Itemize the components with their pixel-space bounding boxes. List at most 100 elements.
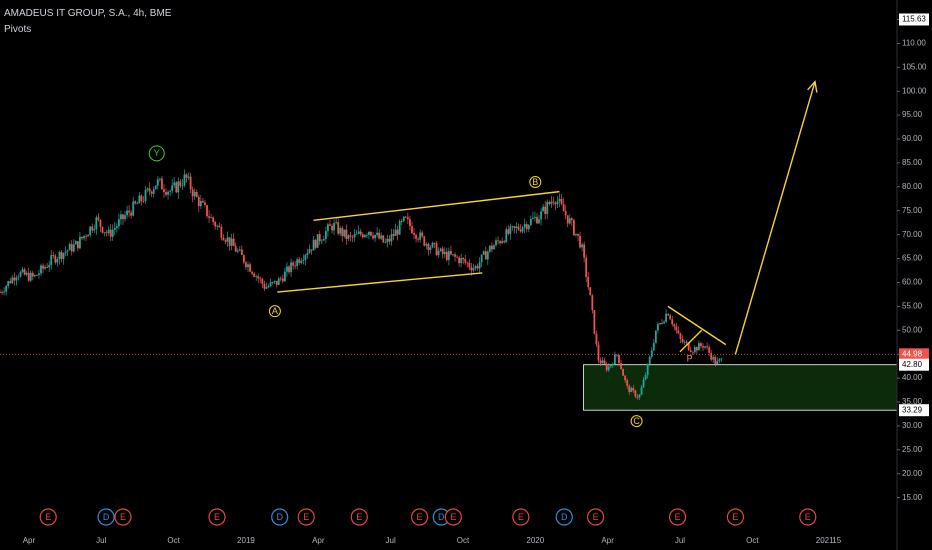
candle-body — [390, 234, 393, 242]
candle-body — [499, 241, 502, 244]
candle-body — [48, 264, 51, 268]
candle-body — [165, 191, 167, 195]
earnings-event-marker — [799, 508, 817, 526]
candle-body — [575, 233, 577, 236]
candle-body — [505, 229, 508, 243]
candle-body — [458, 257, 461, 264]
candle-body — [218, 225, 221, 228]
candle-body — [525, 224, 528, 230]
candle-body — [450, 251, 452, 255]
candle-body — [316, 234, 319, 248]
wave-label-b: B — [532, 177, 538, 187]
wave-label-circle — [529, 176, 542, 189]
candle-body — [243, 255, 245, 263]
candle-body — [245, 262, 247, 268]
candle-body — [517, 226, 520, 230]
candle-body — [23, 269, 26, 275]
candle-body — [27, 272, 30, 281]
candle-body — [468, 263, 471, 268]
target-arrow-line — [734, 81, 816, 355]
candle-body — [691, 351, 694, 353]
event-marker-label: E — [805, 512, 811, 522]
price-tick-label: 55.00 — [902, 301, 923, 310]
time-tick-label: Apr — [312, 536, 325, 545]
candle-body — [255, 276, 258, 278]
candle-body — [665, 313, 668, 322]
candle-body — [695, 347, 698, 351]
candle-body — [324, 231, 327, 239]
event-marker-label: E — [45, 512, 51, 522]
candle-body — [687, 342, 690, 351]
candle-body — [353, 233, 356, 238]
candle-body — [33, 275, 36, 277]
candle-body — [601, 360, 604, 364]
candle-body — [183, 174, 186, 186]
candle-body — [179, 181, 182, 186]
time-tick-label: Jul — [386, 536, 396, 545]
candle-body — [659, 323, 661, 325]
candle-body — [542, 206, 545, 212]
candle-body — [130, 212, 133, 216]
current-price-tag-text: 115.63 — [902, 15, 926, 24]
candle-body — [329, 224, 331, 226]
candle-body — [714, 356, 717, 365]
candle-body — [9, 281, 12, 284]
candle-body — [529, 218, 532, 226]
candle-body — [400, 220, 403, 222]
candle-body — [677, 330, 680, 334]
candle-body — [620, 363, 622, 370]
candle-body — [406, 217, 409, 220]
candle-body — [654, 330, 657, 343]
event-marker-label: D — [561, 512, 568, 522]
candle-body — [501, 241, 504, 244]
earnings-event-marker — [350, 508, 368, 526]
candle-body — [579, 235, 581, 248]
candle-body — [331, 225, 333, 231]
candle-body — [87, 235, 90, 237]
candle-body — [35, 275, 38, 276]
candle-body — [107, 229, 110, 234]
candle-body — [546, 201, 549, 214]
candle-body — [503, 241, 506, 243]
candle-body — [593, 310, 596, 334]
price-tick-label: 65.00 — [902, 254, 923, 263]
candle-body — [402, 216, 405, 221]
channel-upper-line — [313, 190, 560, 222]
candle-body — [56, 259, 59, 263]
candle-body — [636, 396, 639, 398]
earnings-event-marker — [297, 508, 315, 526]
candle-body — [706, 346, 709, 348]
candle-body — [333, 223, 335, 231]
candle-body — [304, 255, 307, 260]
candle-body — [560, 198, 563, 204]
candle-body — [281, 278, 284, 282]
candle-body — [427, 243, 430, 251]
candle-body — [646, 364, 649, 376]
candle-body — [29, 272, 32, 281]
time-tick-label: Jul — [96, 536, 106, 545]
candle-body — [464, 259, 467, 263]
candle-body — [597, 344, 600, 361]
indicator-label: Pivots — [4, 24, 32, 35]
candle-body — [671, 319, 674, 325]
candle-body — [472, 268, 475, 271]
candle-body — [716, 360, 719, 365]
candle-body — [122, 214, 124, 220]
candle-body — [0, 292, 1, 293]
candle-body — [202, 200, 204, 203]
time-tick-label: Oct — [457, 536, 470, 545]
price-tick-label: 75.00 — [902, 206, 923, 215]
candle-body — [478, 262, 481, 269]
candle-body — [398, 221, 401, 235]
candle-body — [351, 236, 354, 238]
candle-body — [527, 225, 530, 230]
candle-body — [476, 266, 479, 269]
candle-body — [3, 291, 5, 293]
candle-body — [431, 242, 434, 248]
earnings-event-marker — [39, 508, 57, 526]
candle-body — [290, 262, 292, 273]
candle-body — [70, 244, 73, 252]
price-tick-label: 80.00 — [902, 182, 923, 191]
